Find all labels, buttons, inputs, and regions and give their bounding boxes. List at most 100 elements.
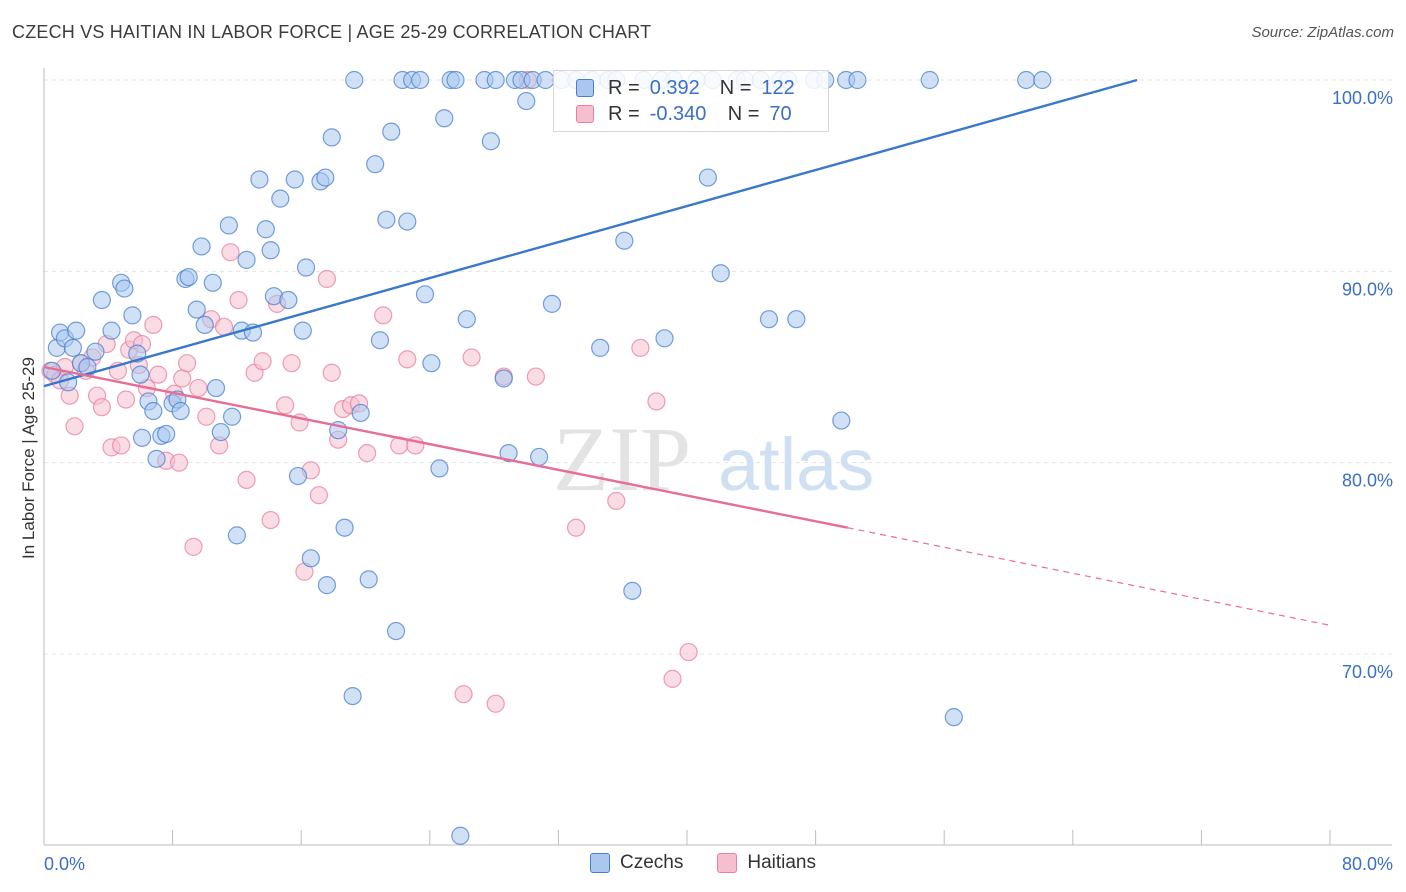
czechs-trend-line: [43, 78, 1138, 388]
y-tick-label-90: 90.0%: [1342, 279, 1393, 299]
czech-point-6: [67, 321, 86, 340]
czech-point-79: [481, 132, 500, 151]
y-axis-label: In Labor Force | Age 25-29: [19, 357, 38, 559]
haitian-point-30: [197, 407, 216, 426]
haitian-point-67: [647, 392, 666, 411]
czech-point-97: [623, 581, 642, 600]
haitian-point-39: [261, 510, 280, 530]
czech-point-61: [366, 155, 385, 174]
x-tick-label-min: 0.0%: [44, 854, 85, 874]
chart-title: CZECH VS HAITIAN IN LABOR FORCE | AGE 25…: [12, 22, 652, 42]
czech-point-27: [179, 267, 198, 287]
czech-point-120: [1017, 70, 1036, 90]
y-tick-label-80: 80.0%: [1342, 471, 1393, 491]
legend-row-haitians: R = -0.340 N = 70: [576, 101, 792, 127]
haitian-point-64: [566, 518, 586, 537]
haitian-point-26: [173, 369, 192, 388]
czech-point-71: [422, 354, 441, 373]
haitian-point-35: [229, 290, 248, 310]
x-tick-label-max: 80.0%: [1342, 854, 1393, 874]
haitian-point-68: [663, 669, 682, 688]
czech-point-63: [377, 210, 396, 229]
czech-point-38: [237, 250, 256, 269]
haitian-point-21: [144, 315, 163, 335]
czech-point-22: [157, 424, 176, 444]
legend-r-value-czechs: 0.392: [649, 76, 700, 99]
czech-point-32: [206, 378, 226, 398]
haitians-trend-line: [43, 365, 848, 529]
y-tick-label-100: 100.0%: [1332, 88, 1393, 108]
series-swatch-czechs: [589, 853, 610, 873]
czech-point-112: [787, 310, 806, 329]
czech-point-16: [131, 365, 150, 384]
haitian-point-54: [374, 306, 393, 325]
haitian-point-59: [462, 348, 481, 367]
series-legend: Czechs Haitians: [0, 852, 1406, 874]
haitian-point-14: [112, 436, 131, 455]
czech-point-105: [711, 264, 730, 283]
czech-point-56: [335, 518, 354, 537]
czech-point-54: [322, 128, 341, 147]
czech-point-82: [499, 444, 518, 463]
czech-point-47: [288, 466, 308, 486]
czech-point-35: [222, 407, 242, 426]
czech-point-44: [271, 189, 290, 208]
trend-lines: [43, 78, 1331, 626]
czech-point-118: [920, 70, 939, 90]
czech-point-49: [296, 258, 316, 277]
legend-row-czechs: R = 0.392 N = 122: [576, 75, 795, 101]
czech-point-119: [944, 708, 963, 727]
czech-point-46: [285, 170, 304, 189]
czech-point-41: [256, 220, 275, 239]
haitian-point-66: [631, 338, 650, 357]
czech-point-33: [211, 422, 230, 442]
czech-point-121: [1033, 70, 1052, 90]
czech-point-76: [451, 826, 470, 845]
y-tick-label-70: 70.0%: [1342, 662, 1393, 682]
legend-swatch-czechs: [576, 79, 594, 97]
haitian-point-15: [116, 390, 136, 409]
czech-point-9: [86, 342, 105, 361]
czech-point-117: [848, 70, 867, 90]
legend-n-label: N =: [727, 102, 760, 125]
czech-point-5: [63, 338, 83, 357]
legend-r-value-haitians: -0.340: [649, 102, 707, 125]
legend-r-label: R =: [608, 76, 640, 99]
czech-point-100: [655, 329, 674, 348]
czech-point-115: [832, 411, 851, 430]
czech-point-60: [359, 570, 378, 589]
legend-n-label: N =: [719, 76, 752, 99]
haitian-point-25: [169, 453, 189, 472]
haitian-point-34: [221, 243, 240, 262]
czechs-points: [42, 70, 1052, 845]
czech-point-70: [415, 285, 435, 304]
haitian-point-10: [92, 398, 111, 417]
haitian-point-36: [237, 470, 256, 489]
legend-n-value-haitians: 70: [769, 102, 792, 125]
source-credit: Source: ZipAtlas.com: [1251, 24, 1394, 41]
haitian-point-5: [65, 417, 84, 436]
haitian-point-22: [149, 365, 168, 384]
czech-point-45: [279, 290, 298, 310]
czech-point-48: [293, 321, 312, 340]
czech-point-14: [123, 306, 142, 325]
axis-labels: 70.0% 80.0% 90.0% 100.0% 0.0% 80.0% In Labor F…: [19, 88, 1393, 874]
haitian-point-53: [358, 444, 377, 463]
czech-point-62: [370, 331, 390, 350]
czech-point-85: [517, 91, 536, 111]
haitian-point-38: [253, 352, 272, 371]
czech-point-53: [317, 576, 337, 595]
czech-point-81: [494, 369, 513, 388]
czech-point-103: [698, 168, 717, 187]
series-legend-haitians: Haitians: [717, 852, 816, 874]
czech-point-75: [446, 70, 465, 90]
czech-point-109: [759, 310, 779, 329]
haitian-point-60: [486, 694, 505, 713]
czech-point-29: [192, 237, 211, 256]
haitian-point-42: [282, 354, 301, 373]
haitian-point-46: [309, 486, 328, 505]
haitian-point-28: [184, 537, 203, 556]
czech-point-77: [457, 310, 476, 329]
czech-point-13: [115, 279, 134, 298]
